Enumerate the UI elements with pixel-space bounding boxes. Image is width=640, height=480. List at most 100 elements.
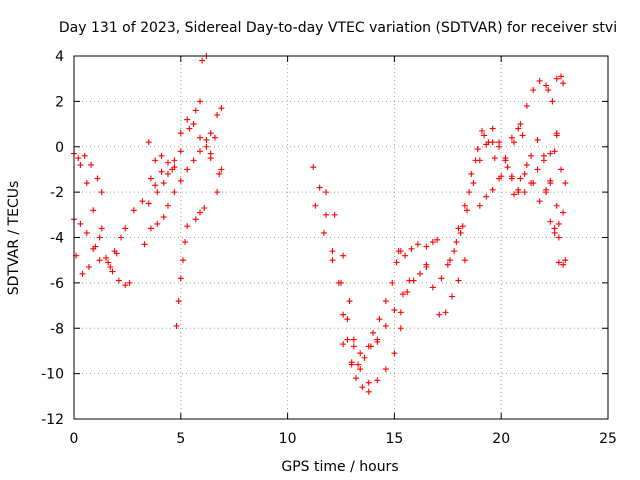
data-point-s25-p3 bbox=[496, 175, 503, 182]
data-point-s26-p5 bbox=[521, 170, 528, 177]
data-point-s23-p5 bbox=[478, 127, 485, 134]
data-point-s16-p6 bbox=[391, 307, 398, 314]
data-point-s15-p4 bbox=[350, 336, 357, 343]
data-point-s26-p6 bbox=[528, 152, 535, 159]
data-point-s9-p0 bbox=[192, 216, 199, 223]
data-point-s0-p7 bbox=[115, 277, 122, 284]
data-point-s20-p2 bbox=[436, 311, 443, 318]
data-point-s13-p10 bbox=[365, 388, 372, 395]
data-point-s29-p4 bbox=[562, 180, 569, 187]
data-point-s23-p6 bbox=[485, 139, 492, 146]
data-point-s25-p1 bbox=[483, 193, 490, 200]
data-point-s26-p2 bbox=[502, 157, 509, 164]
data-point-s1-p8 bbox=[130, 207, 137, 214]
data-point-s31-p2 bbox=[562, 257, 569, 264]
data-point-s26-p4 bbox=[515, 189, 522, 196]
data-point-s13-p5 bbox=[340, 311, 347, 318]
data-point-s29-p2 bbox=[553, 130, 560, 137]
data-point-s25-p6 bbox=[515, 125, 522, 132]
data-point-s22-p15 bbox=[534, 166, 541, 173]
y-axis-label: SDTVAR / TECUs bbox=[6, 181, 22, 296]
data-point-s1-p16 bbox=[192, 107, 199, 114]
data-point-s6-p2 bbox=[158, 152, 165, 159]
data-point-s14-p2 bbox=[329, 257, 336, 264]
data-point-s11-p0 bbox=[214, 189, 221, 196]
data-point-s14-p4 bbox=[344, 316, 351, 323]
data-point-s4-p2 bbox=[117, 234, 124, 241]
data-point-s3-p3 bbox=[94, 175, 101, 182]
data-point-s26-p7 bbox=[534, 136, 541, 143]
data-point-s15-p0 bbox=[323, 189, 330, 196]
data-point-s1-p7 bbox=[122, 225, 129, 232]
data-point-s14-p7 bbox=[365, 379, 372, 386]
data-point-s6-p5 bbox=[177, 130, 184, 137]
data-point-s20-p5 bbox=[455, 277, 462, 284]
data-point-s30-p1 bbox=[558, 73, 565, 80]
data-point-s15-p2 bbox=[340, 252, 347, 259]
data-point-s0-p8 bbox=[122, 282, 129, 289]
data-point-s23-p4 bbox=[472, 157, 479, 164]
y-tick-labels: 4 2 0 -2 -4 -6 -8 -10 -12 bbox=[41, 49, 64, 428]
data-point-s27-p3 bbox=[530, 180, 537, 187]
y-tick-label: 4 bbox=[55, 49, 64, 65]
data-point-s0-p5 bbox=[103, 254, 110, 261]
data-point-s23-p13 bbox=[530, 87, 537, 94]
data-point-s24-p2 bbox=[468, 170, 475, 177]
data-point-s0-p3 bbox=[90, 207, 97, 214]
data-point-s23-p0 bbox=[446, 257, 453, 264]
data-point-s15-p3 bbox=[346, 298, 353, 305]
data-point-s0-p9 bbox=[126, 279, 133, 286]
data-point-s17-p0 bbox=[370, 329, 377, 336]
data-point-s5-p8 bbox=[190, 157, 197, 164]
data-point-s19-p2 bbox=[408, 245, 415, 252]
data-point-s1-p1 bbox=[77, 220, 84, 227]
data-point-s16-p1 bbox=[348, 361, 355, 368]
data-point-s5-p4 bbox=[164, 202, 171, 209]
x-tick-label: 5 bbox=[176, 431, 185, 447]
data-point-s8-p2 bbox=[177, 275, 184, 282]
data-point-s28-p1 bbox=[547, 218, 554, 225]
data-point-s22-p13 bbox=[521, 189, 528, 196]
data-point-s0-p2 bbox=[83, 180, 90, 187]
x-tick-label: 20 bbox=[492, 431, 510, 447]
data-point-s6-p1 bbox=[152, 157, 159, 164]
data-point-s5-p9 bbox=[197, 148, 204, 155]
data-point-s10-p0 bbox=[199, 57, 206, 64]
data-point-s7-p0 bbox=[147, 175, 154, 182]
data-point-s0-p4 bbox=[96, 234, 103, 241]
data-point-s1-p15 bbox=[186, 125, 193, 132]
data-point-s11-p2 bbox=[218, 166, 225, 173]
data-marks bbox=[71, 53, 569, 395]
data-point-s17-p2 bbox=[382, 298, 389, 305]
data-point-s17-p4 bbox=[393, 259, 400, 266]
data-point-s8-p3 bbox=[179, 257, 186, 264]
x-tick-label: 10 bbox=[279, 431, 297, 447]
data-point-s5-p1 bbox=[147, 225, 154, 232]
data-point-s22-p4 bbox=[464, 207, 471, 214]
data-point-s20-p3 bbox=[442, 309, 449, 316]
data-point-s12-p0 bbox=[214, 111, 221, 118]
data-point-s26-p3 bbox=[508, 175, 515, 182]
data-point-s18-p1 bbox=[404, 288, 411, 295]
data-point-s31-p0 bbox=[555, 259, 562, 266]
data-point-s5-p7 bbox=[184, 166, 191, 173]
data-point-s18-p2 bbox=[410, 277, 417, 284]
x-tick-labels: 0 5 10 15 20 25 bbox=[70, 431, 617, 447]
x-tick-label: 0 bbox=[70, 431, 79, 447]
data-point-s22-p1 bbox=[444, 261, 451, 268]
data-point-s24-p3 bbox=[474, 146, 481, 153]
data-point-s14-p5 bbox=[350, 343, 357, 350]
data-point-s27-p2 bbox=[523, 161, 530, 168]
data-point-s1-p10 bbox=[145, 200, 152, 207]
data-point-s23-p15 bbox=[543, 82, 550, 89]
data-point-s21-p2 bbox=[434, 236, 441, 243]
data-point-s25-p2 bbox=[489, 186, 496, 193]
data-point-s22-p17 bbox=[547, 150, 554, 157]
data-point-s28-p4 bbox=[560, 209, 567, 216]
data-point-s14-p10 bbox=[391, 350, 398, 357]
data-point-s0-p6 bbox=[109, 268, 116, 275]
data-point-s19-p1 bbox=[402, 252, 409, 259]
data-point-s5-p2 bbox=[154, 220, 161, 227]
data-point-s13-p3 bbox=[329, 248, 336, 255]
data-point-s23-p12 bbox=[523, 102, 530, 109]
